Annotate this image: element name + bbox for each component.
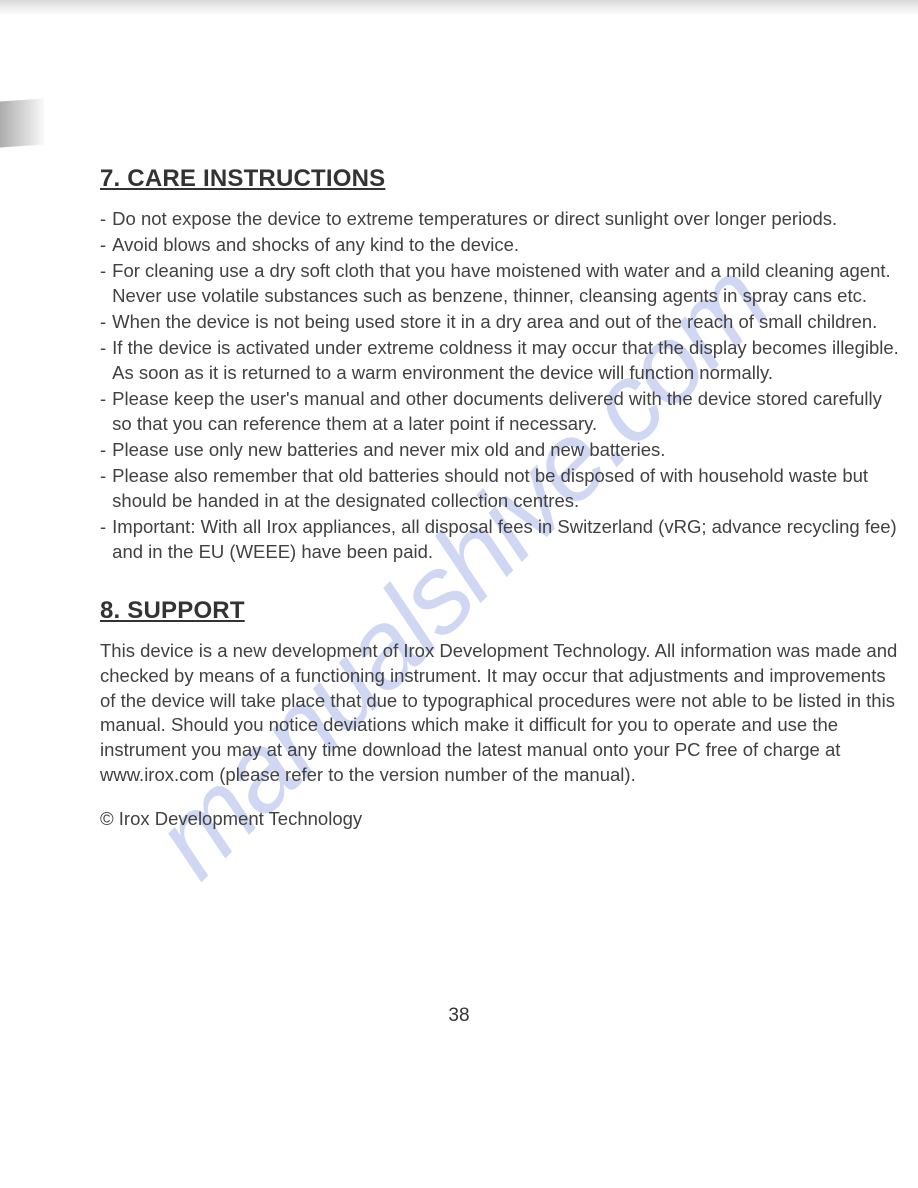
list-item-text: Please use only new batteries and never …: [112, 438, 900, 463]
list-item: -Do not expose the device to extreme tem…: [100, 207, 900, 232]
list-item: -Please keep the user's manual and other…: [100, 387, 900, 437]
list-item-text: Do not expose the device to extreme temp…: [112, 207, 900, 232]
list-item-text: Avoid blows and shocks of any kind to th…: [112, 233, 900, 258]
page-number: 38: [0, 1005, 918, 1027]
list-item: -If the device is activated under extrem…: [100, 336, 900, 386]
list-item: -Please use only new batteries and never…: [100, 438, 900, 463]
list-item-text: For cleaning use a dry soft cloth that y…: [112, 259, 900, 309]
section-7-bullet-list: -Do not expose the device to extreme tem…: [100, 207, 900, 565]
scan-artifact-left: [0, 98, 44, 147]
list-item-text: Important: With all Irox appliances, all…: [112, 515, 900, 565]
list-item-text: Please keep the user's manual and other …: [112, 387, 900, 437]
list-item-text: Please also remember that old batteries …: [112, 464, 900, 514]
list-item-text: If the device is activated under extreme…: [112, 336, 900, 386]
section-8-paragraph: This device is a new development of Irox…: [100, 639, 900, 789]
section-8-heading: 8. SUPPORT: [100, 597, 900, 625]
list-item: -Avoid blows and shocks of any kind to t…: [100, 233, 900, 258]
scan-artifact-top: [0, 0, 918, 14]
page-content: 7. CARE INSTRUCTIONS -Do not expose the …: [100, 165, 900, 830]
list-item-text: When the device is not being used store …: [112, 310, 900, 335]
list-item: -For cleaning use a dry soft cloth that …: [100, 259, 900, 309]
list-item: -When the device is not being used store…: [100, 310, 900, 335]
list-item: -Please also remember that old batteries…: [100, 464, 900, 514]
section-7-heading: 7. CARE INSTRUCTIONS: [100, 165, 900, 193]
copyright-line: © Irox Development Technology: [100, 808, 900, 830]
list-item: -Important: With all Irox appliances, al…: [100, 515, 900, 565]
